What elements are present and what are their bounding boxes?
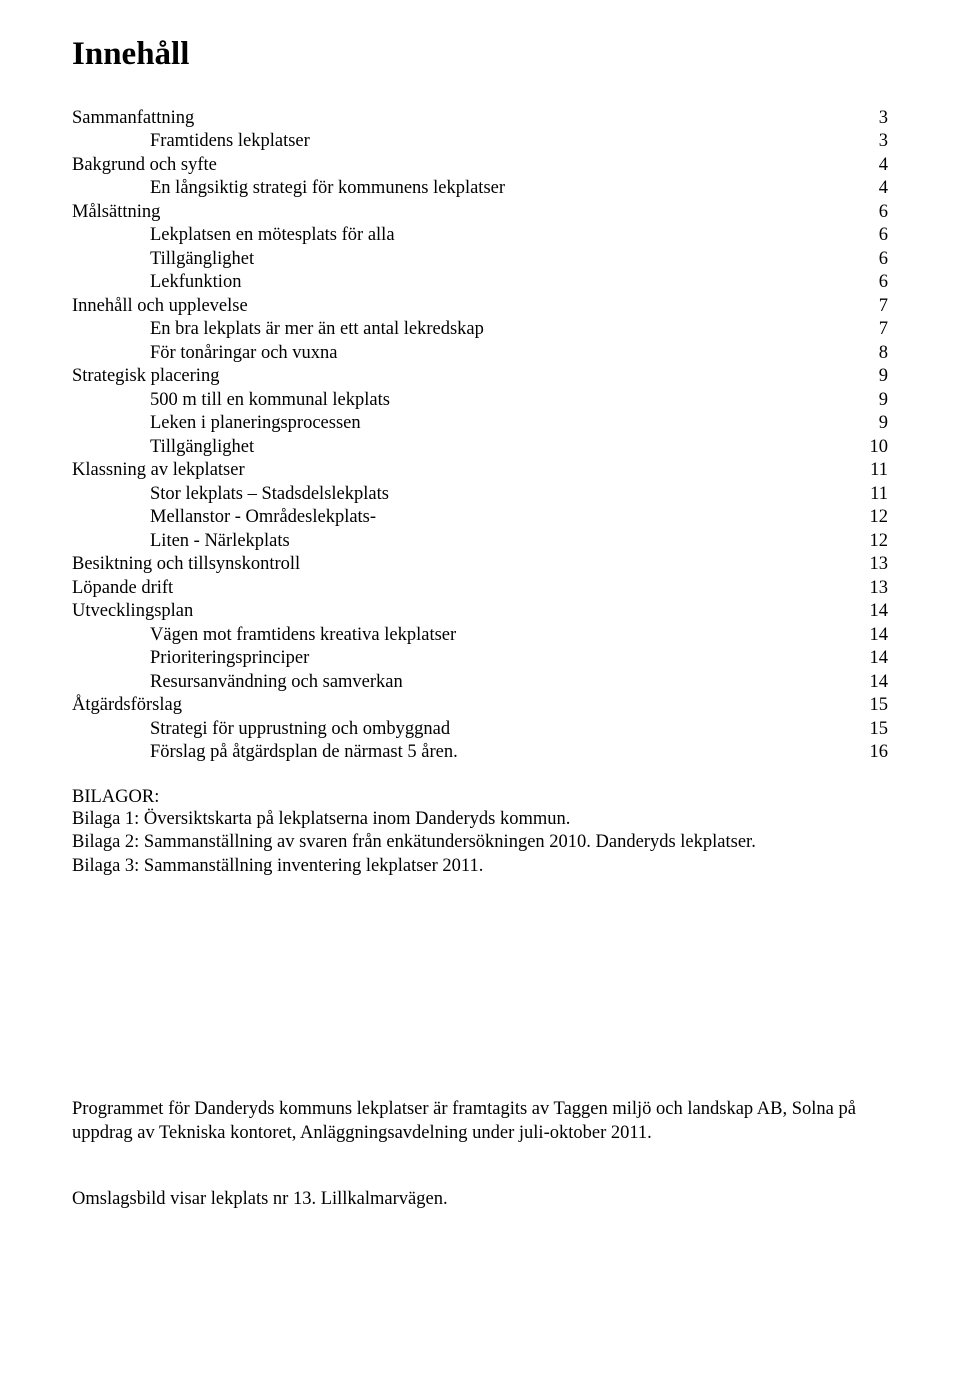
toc-entry-page: 12 — [848, 506, 888, 529]
toc-entry-label: Besiktning och tillsynskontroll — [72, 553, 848, 576]
toc-row: Stor lekplats – Stadsdelslekplats11 — [72, 483, 888, 506]
toc-entry-page: 14 — [848, 624, 888, 647]
toc-entry-page: 6 — [848, 224, 888, 247]
toc-entry-label: Tillgänglighet — [72, 248, 848, 271]
toc-row: Sammanfattning3 — [72, 107, 888, 130]
toc-entry-page: 14 — [848, 647, 888, 670]
toc-entry-label: Sammanfattning — [72, 107, 848, 130]
toc-row: Bakgrund och syfte4 — [72, 154, 888, 177]
toc-entry-page: 12 — [848, 530, 888, 553]
toc-entry-label: En bra lekplats är mer än ett antal lekr… — [72, 318, 848, 341]
toc-entry-label: Mellanstor - Områdeslekplats- — [72, 506, 848, 529]
attachment-line: Bilaga 1: Översiktskarta på lekplatserna… — [72, 808, 888, 831]
toc-row: Strategi för upprustning och ombyggnad15 — [72, 718, 888, 741]
toc-entry-page: 16 — [848, 741, 888, 764]
toc-entry-page: 4 — [848, 177, 888, 200]
toc-row: Klassning av lekplatser11 — [72, 459, 888, 482]
toc-entry-label: Målsättning — [72, 201, 848, 224]
toc-entry-page: 7 — [848, 318, 888, 341]
toc-entry-label: Innehåll och upplevelse — [72, 295, 848, 318]
toc-entry-label: 500 m till en kommunal lekplats — [72, 389, 848, 412]
toc-entry-label: Liten - Närlekplats — [72, 530, 848, 553]
table-of-contents: Sammanfattning3Framtidens lekplatser3Bak… — [72, 107, 888, 765]
toc-entry-label: Strategi för upprustning och ombyggnad — [72, 718, 848, 741]
toc-entry-page: 11 — [848, 483, 888, 506]
toc-entry-page: 3 — [848, 107, 888, 130]
toc-row: Prioriteringsprinciper14 — [72, 647, 888, 670]
toc-entry-page: 7 — [848, 295, 888, 318]
toc-row: Lekfunktion6 — [72, 271, 888, 294]
toc-entry-page: 6 — [848, 201, 888, 224]
toc-row: Vägen mot framtidens kreativa lekplatser… — [72, 624, 888, 647]
toc-row: Löpande drift13 — [72, 577, 888, 600]
toc-row: 500 m till en kommunal lekplats9 — [72, 389, 888, 412]
toc-entry-label: Stor lekplats – Stadsdelslekplats — [72, 483, 848, 506]
toc-row: Utvecklingsplan14 — [72, 600, 888, 623]
toc-entry-page: 3 — [848, 130, 888, 153]
toc-entry-page: 6 — [848, 248, 888, 271]
toc-row: Åtgärdsförslag15 — [72, 694, 888, 717]
cover-caption: Omslagsbild visar lekplats nr 13. Lillka… — [72, 1189, 888, 1210]
toc-entry-page: 8 — [848, 342, 888, 365]
toc-entry-label: Förslag på åtgärdsplan de närmast 5 åren… — [72, 741, 848, 764]
toc-entry-label: En långsiktig strategi för kommunens lek… — [72, 177, 848, 200]
toc-row: Tillgänglighet6 — [72, 248, 888, 271]
toc-entry-label: Strategisk placering — [72, 365, 848, 388]
toc-row: Leken i planeringsprocessen9 — [72, 412, 888, 435]
toc-entry-page: 9 — [848, 365, 888, 388]
toc-row: Innehåll och upplevelse7 — [72, 295, 888, 318]
toc-entry-label: Tillgänglighet — [72, 436, 848, 459]
toc-row: Mellanstor - Områdeslekplats-12 — [72, 506, 888, 529]
toc-entry-page: 9 — [848, 412, 888, 435]
toc-entry-page: 13 — [848, 577, 888, 600]
attachment-line: Bilaga 2: Sammanställning av svaren från… — [72, 831, 888, 854]
toc-row: Förslag på åtgärdsplan de närmast 5 åren… — [72, 741, 888, 764]
toc-entry-label: Löpande drift — [72, 577, 848, 600]
attachment-line: Bilaga 3: Sammanställning inventering le… — [72, 855, 888, 878]
toc-entry-label: Vägen mot framtidens kreativa lekplatser — [72, 624, 848, 647]
toc-row: Lekplatsen en mötesplats för alla6 — [72, 224, 888, 247]
toc-entry-label: Utvecklingsplan — [72, 600, 848, 623]
toc-entry-label: Prioriteringsprinciper — [72, 647, 848, 670]
toc-entry-page: 13 — [848, 553, 888, 576]
toc-entry-label: Åtgärdsförslag — [72, 694, 848, 717]
toc-entry-label: Framtidens lekplatser — [72, 130, 848, 153]
page-title: Innehåll — [72, 36, 888, 73]
toc-row: Framtidens lekplatser3 — [72, 130, 888, 153]
toc-entry-label: Klassning av lekplatser — [72, 459, 848, 482]
toc-entry-page: 14 — [848, 671, 888, 694]
page-container: Innehåll Sammanfattning3Framtidens lekpl… — [0, 0, 960, 1391]
toc-entry-page: 11 — [848, 459, 888, 482]
toc-entry-page: 14 — [848, 600, 888, 623]
attachments-heading: BILAGOR: — [72, 787, 888, 808]
toc-entry-page: 15 — [848, 694, 888, 717]
toc-entry-page: 15 — [848, 718, 888, 741]
footer-paragraph: Programmet för Danderyds kommuns lekplat… — [72, 1098, 888, 1145]
toc-row: En bra lekplats är mer än ett antal lekr… — [72, 318, 888, 341]
toc-entry-label: Leken i planeringsprocessen — [72, 412, 848, 435]
toc-row: Strategisk placering9 — [72, 365, 888, 388]
toc-entry-label: För tonåringar och vuxna — [72, 342, 848, 365]
toc-entry-label: Resursanvändning och samverkan — [72, 671, 848, 694]
toc-row: Resursanvändning och samverkan14 — [72, 671, 888, 694]
toc-row: Liten - Närlekplats12 — [72, 530, 888, 553]
toc-row: Besiktning och tillsynskontroll13 — [72, 553, 888, 576]
toc-row: För tonåringar och vuxna8 — [72, 342, 888, 365]
toc-entry-page: 4 — [848, 154, 888, 177]
toc-entry-label: Lekplatsen en mötesplats för alla — [72, 224, 848, 247]
toc-entry-page: 6 — [848, 271, 888, 294]
attachments-list: Bilaga 1: Översiktskarta på lekplatserna… — [72, 808, 888, 878]
toc-row: Tillgänglighet10 — [72, 436, 888, 459]
toc-entry-label: Lekfunktion — [72, 271, 848, 294]
toc-entry-label: Bakgrund och syfte — [72, 154, 848, 177]
toc-row: Målsättning6 — [72, 201, 888, 224]
toc-entry-page: 10 — [848, 436, 888, 459]
toc-entry-page: 9 — [848, 389, 888, 412]
toc-row: En långsiktig strategi för kommunens lek… — [72, 177, 888, 200]
